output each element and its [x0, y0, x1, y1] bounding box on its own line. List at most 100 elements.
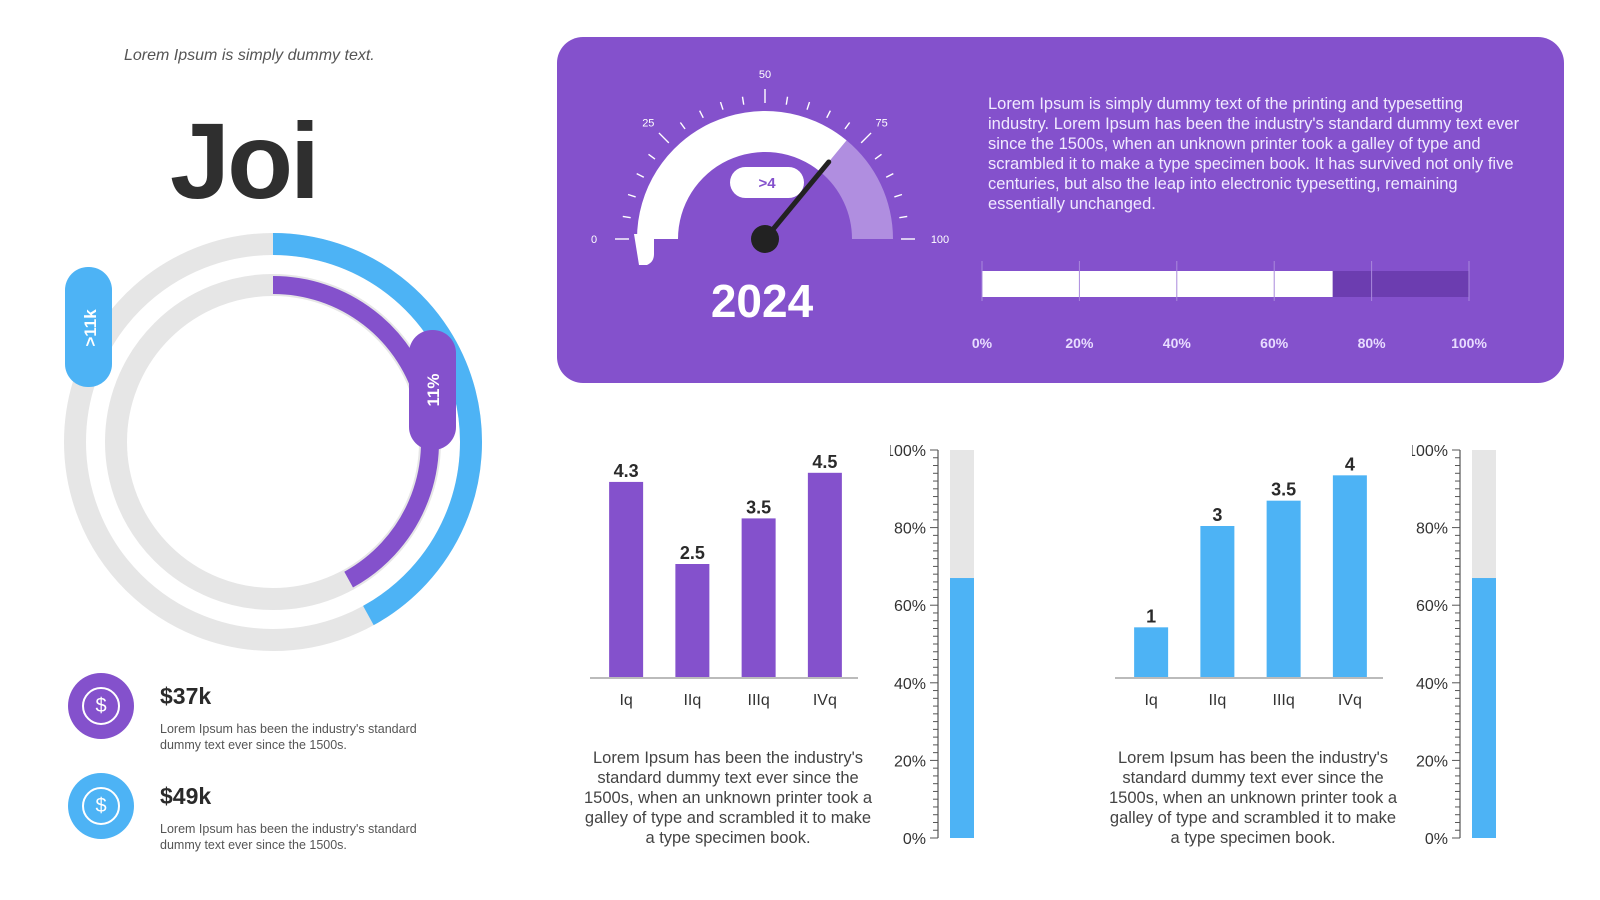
gauge-tick-label: 0 — [591, 234, 597, 246]
stat-description: Lorem Ipsum has been the industry's stan… — [160, 722, 417, 752]
gauge-fill-arc — [637, 111, 847, 239]
progress-tick-label: 40% — [1163, 335, 1192, 351]
hero-paragraph: Lorem Ipsum is simply dummy text of the … — [988, 95, 1520, 213]
bar-category-label: IIIq — [748, 692, 770, 709]
gauge-needle — [762, 159, 832, 242]
bar-value-label: 3.5 — [746, 497, 771, 517]
stat-amount: $49k — [160, 783, 212, 809]
thermo-tick-label: 20% — [894, 753, 926, 770]
bar — [1332, 475, 1367, 678]
hero-panel: 0 25 50 75 100 >4 2024 Lorem Ipsum is simply… — [557, 37, 1564, 383]
gauge-tick — [785, 96, 789, 105]
gauge-tick — [806, 101, 811, 110]
thermo-tick-label: 80% — [1416, 521, 1448, 538]
stat-description: Lorem Ipsum has been the industry's stan… — [160, 822, 417, 852]
dollar-coin-icon: $ — [68, 773, 134, 839]
stat-card: $ $37k Lorem Ipsum has been the industry… — [68, 673, 488, 752]
gauge-tick — [622, 215, 631, 219]
gauge-hub — [751, 225, 779, 253]
gauge-chart: 0 25 50 75 100 >4 2024 — [591, 69, 949, 327]
thermo-tick-label: 40% — [1416, 676, 1448, 693]
thermo-tick-label: 0% — [1425, 831, 1448, 848]
gauge-badge: >4 — [730, 167, 804, 198]
progress-tick-label: 100% — [1451, 335, 1487, 351]
bar-category-label: Iq — [1144, 692, 1157, 709]
bar — [741, 518, 776, 678]
stat-card: $ $49k Lorem Ipsum has been the industry… — [68, 773, 488, 852]
gauge-tick — [699, 110, 704, 119]
progress-fill — [982, 271, 1333, 297]
gauge-tick — [844, 122, 851, 130]
gauge-tick — [885, 173, 894, 178]
bar-category-label: IIIq — [1273, 692, 1295, 709]
gauge-tick — [860, 132, 872, 144]
gauge-tick-label: 75 — [876, 117, 888, 129]
gauge-tick — [648, 153, 656, 160]
vertical-progress-chart: 100% 80% 60% 40% 20% 0% — [890, 443, 974, 848]
bar-category-label: IVq — [1338, 692, 1362, 709]
stat-amount: $37k — [160, 683, 212, 709]
bar-category-label: IIq — [683, 692, 701, 709]
progress-tick-label: 60% — [1260, 335, 1289, 351]
gauge-ticks: 0 25 50 75 100 — [591, 69, 949, 246]
gauge-tick-label: 100 — [931, 234, 949, 246]
thermo-tick-label: 60% — [1416, 598, 1448, 615]
thermo-tick-label: 40% — [894, 676, 926, 693]
bar-value-label: 1 — [1146, 606, 1156, 626]
thermo-fill — [1472, 578, 1496, 838]
bar-category-label: IVq — [813, 692, 837, 709]
gauge-tick — [741, 96, 745, 105]
brand-title: Joi — [170, 100, 320, 221]
bar-value-label: 4.5 — [812, 452, 837, 472]
bar-value-label: 2.5 — [680, 543, 705, 563]
bar-value-label: 3 — [1212, 505, 1222, 525]
ring-chart: >11k 11% — [64, 233, 482, 651]
bar-category-label: Iq — [619, 692, 632, 709]
gauge-badge-label: >4 — [758, 175, 776, 192]
gauge-tick — [658, 132, 670, 144]
purple-bar-chart: 4.3 Iq 2.5 IIq 3.5 IIIq 4.5 IVq — [590, 452, 858, 709]
progress-tick-label: 0% — [972, 335, 993, 351]
inner-ring-arc — [272, 276, 439, 588]
gauge-tick — [899, 215, 908, 219]
outer-ring-badge: >11k — [65, 267, 112, 387]
hero-year: 2024 — [711, 275, 814, 327]
thermo-tick-label: 100% — [890, 443, 926, 460]
blue-bar-chart: 1 Iq 3 IIq 3.5 IIIq 4 IVq — [1115, 454, 1383, 709]
thermo-tick-label: 80% — [894, 521, 926, 538]
bar — [1134, 627, 1169, 678]
outer-ring-arc — [272, 233, 482, 626]
thermo-tick-label: 100% — [1412, 443, 1448, 460]
gauge-tick — [894, 193, 903, 198]
thermo-tick-label: 60% — [894, 598, 926, 615]
bar — [609, 481, 644, 678]
thermo-fill — [950, 578, 974, 838]
inner-ring-label: 11% — [424, 373, 443, 406]
gauge-tick — [719, 101, 724, 110]
gauge-remaining-arc — [820, 140, 893, 239]
bar-category-label: IIq — [1208, 692, 1226, 709]
gauge-tick-label: 25 — [642, 117, 654, 129]
bar — [807, 472, 842, 678]
progress-tick-label: 80% — [1358, 335, 1387, 351]
thermo-tick-label: 20% — [1416, 753, 1448, 770]
bar-value-label: 4 — [1345, 454, 1355, 474]
bar — [675, 564, 710, 678]
gauge-tick — [627, 193, 636, 198]
thermo-tick-label: 0% — [903, 831, 926, 848]
vertical-progress-chart: 100% 80% 60% 40% 20% 0% — [1412, 443, 1496, 848]
tagline: Lorem Ipsum is simply dummy text. — [124, 47, 375, 64]
gauge-tick — [874, 153, 882, 160]
gauge-tick — [679, 122, 686, 130]
gauge-left-foot — [634, 234, 654, 265]
inner-ring-badge: 11% — [409, 330, 456, 450]
gauge-tick — [826, 110, 831, 119]
chart-description: Lorem Ipsum has been the industry's stan… — [1108, 749, 1398, 847]
chart-description: Lorem Ipsum has been the industry's stan… — [583, 749, 873, 847]
outer-ring-label: >11k — [81, 309, 100, 347]
dollar-coin-icon: $ — [68, 673, 134, 739]
bar-value-label: 4.3 — [614, 461, 639, 481]
bar — [1200, 526, 1235, 678]
gauge-tick — [636, 173, 645, 178]
gauge-tick-label: 50 — [759, 69, 771, 81]
